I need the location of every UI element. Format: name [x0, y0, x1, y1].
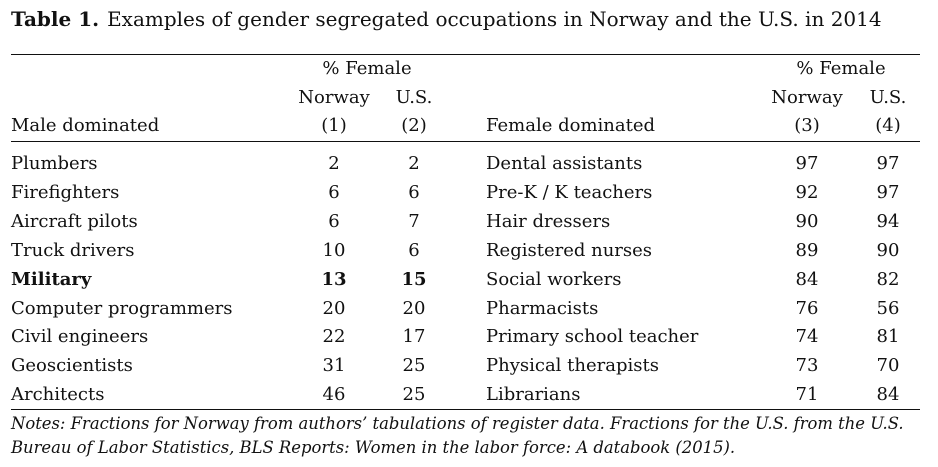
us-header-male: U.S. — [395, 87, 433, 108]
female-norway-value: 97 — [795, 153, 819, 174]
female-occupation: Primary school teacher — [486, 326, 699, 347]
male-us-value: 6 — [408, 240, 420, 261]
female-us-value: 97 — [876, 182, 900, 203]
col1-number: (1) — [321, 115, 347, 136]
female-occupation: Librarians — [486, 384, 581, 405]
male-occupation: Geoscientists — [11, 355, 133, 376]
female-us-value: 56 — [876, 298, 900, 319]
table-caption: Table 1. Examples of gender segregated oc… — [11, 6, 882, 32]
male-occupation-highlighted: Military — [11, 269, 92, 290]
female-norway-value: 92 — [795, 182, 819, 203]
female-norway-value: 84 — [795, 269, 819, 290]
male-norway-value: 6 — [328, 182, 340, 203]
male-us-value: 25 — [402, 355, 426, 376]
male-us-value: 7 — [408, 211, 420, 232]
male-norway-value: 31 — [322, 355, 346, 376]
male-occupation: Plumbers — [11, 153, 98, 174]
top-rule — [11, 54, 920, 56]
female-us-value: 84 — [876, 384, 900, 405]
male-norway-value: 2 — [328, 153, 340, 174]
female-norway-value: 74 — [795, 326, 819, 347]
female-us-value: 94 — [876, 211, 900, 232]
male-us-value: 25 — [402, 384, 426, 405]
female-norway-value: 90 — [795, 211, 819, 232]
female-dominated-header: Female dominated — [486, 115, 656, 136]
male-norway-value-highlighted: 13 — [321, 269, 347, 290]
female-occupation: Hair dressers — [486, 211, 611, 232]
male-norway-value: 20 — [322, 298, 346, 319]
female-occupation: Social workers — [486, 269, 622, 290]
female-us-value: 70 — [876, 355, 900, 376]
us-header-female: U.S. — [869, 87, 907, 108]
male-norway-value: 6 — [328, 211, 340, 232]
male-norway-value: 10 — [322, 240, 346, 261]
female-us-value: 81 — [876, 326, 900, 347]
pct-female-header-female: % Female — [796, 58, 886, 79]
male-us-value: 2 — [408, 153, 420, 174]
female-occupation: Physical therapists — [486, 355, 659, 376]
female-occupation: Pharmacists — [486, 298, 599, 319]
female-occupation: Registered nurses — [486, 240, 653, 261]
table-label: Table 1. — [11, 7, 100, 31]
female-occupation: Dental assistants — [486, 153, 643, 174]
male-us-value: 20 — [402, 298, 426, 319]
female-occupation: Pre-K / K teachers — [486, 182, 653, 203]
male-us-value-highlighted: 15 — [401, 269, 427, 290]
pct-female-header-male: % Female — [322, 58, 412, 79]
bottom-rule — [11, 409, 920, 411]
female-norway-value: 89 — [795, 240, 819, 261]
header-rule — [11, 141, 920, 142]
male-occupation: Architects — [11, 384, 105, 405]
female-norway-value: 76 — [795, 298, 819, 319]
notes-line-2: Bureau of Labor Statistics, BLS Reports:… — [11, 438, 736, 457]
male-us-value: 17 — [402, 326, 426, 347]
female-us-value: 82 — [876, 269, 900, 290]
male-occupation: Computer programmers — [11, 298, 233, 319]
male-occupation: Firefighters — [11, 182, 120, 203]
norway-header-female: Norway — [771, 87, 843, 108]
male-dominated-header: Male dominated — [11, 115, 160, 136]
notes-line-1: Notes: Fractions for Norway from authors… — [11, 414, 904, 433]
col3-number: (3) — [794, 115, 820, 136]
male-occupation: Aircraft pilots — [11, 211, 138, 232]
female-us-value: 90 — [876, 240, 900, 261]
col2-number: (2) — [401, 115, 427, 136]
norway-header-male: Norway — [298, 87, 370, 108]
table-title: Examples of gender segregated occupation… — [107, 7, 882, 31]
male-us-value: 6 — [408, 182, 420, 203]
male-norway-value: 46 — [322, 384, 346, 405]
female-us-value: 97 — [876, 153, 900, 174]
col4-number: (4) — [875, 115, 901, 136]
female-norway-value: 71 — [795, 384, 819, 405]
male-occupation: Civil engineers — [11, 326, 149, 347]
table-notes: Notes: Fractions for Norway from authors… — [11, 412, 923, 460]
male-norway-value: 22 — [322, 326, 346, 347]
male-occupation: Truck drivers — [11, 240, 135, 261]
female-norway-value: 73 — [795, 355, 819, 376]
